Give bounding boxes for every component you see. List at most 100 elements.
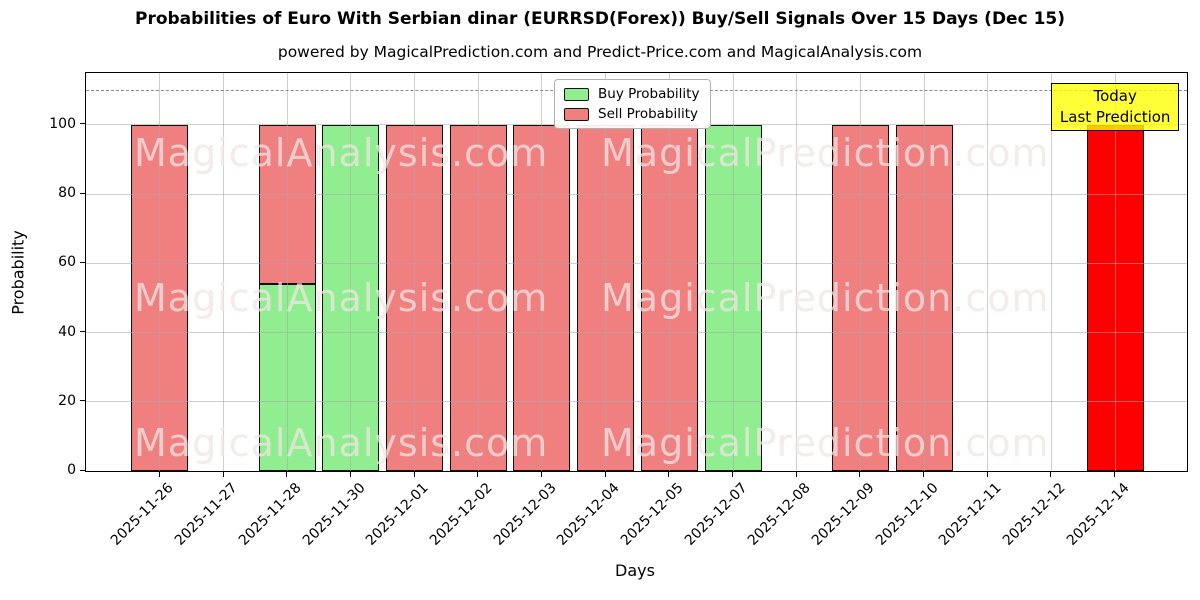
- bar-segment-buy: [322, 124, 380, 471]
- gridline-v: [159, 73, 161, 471]
- x-tick-mark: [986, 471, 988, 477]
- watermark-text: MagicalAnalysis.com: [134, 421, 549, 465]
- gridline-v: [605, 73, 607, 471]
- x-tick-label: 2025-12-04: [554, 480, 623, 549]
- x-tick-label: 2025-12-11: [936, 480, 1006, 549]
- bar-segment-sell: [131, 124, 189, 471]
- gridline-h: [86, 193, 1187, 195]
- bar-segment-sell: [386, 124, 444, 471]
- bar-segment-sell: [513, 124, 571, 471]
- x-tick-label: 2025-12-03: [490, 480, 560, 549]
- legend-swatch-icon: [564, 107, 589, 121]
- gridline-v: [223, 73, 225, 471]
- x-tick-label: 2025-12-08: [745, 480, 815, 549]
- watermark-text: MagicalAnalysis.com: [134, 276, 549, 320]
- x-tick-mark: [923, 471, 925, 477]
- gridline-v: [541, 73, 543, 471]
- bar-segment-sell: [258, 124, 316, 285]
- x-tick-label: 2025-11-28: [235, 480, 305, 549]
- legend-item-label: Buy Probability: [598, 86, 700, 102]
- x-tick-label: 2025-12-07: [681, 480, 751, 549]
- legend-item-sell: Sell Probability: [564, 107, 699, 121]
- gridline-v: [477, 73, 479, 471]
- bar-segment-sell: [640, 124, 698, 471]
- y-tick-mark: [80, 192, 85, 194]
- bars-layer: [86, 73, 1187, 471]
- bar-segment-sell: [895, 124, 953, 471]
- y-tick-label: 40: [58, 323, 76, 340]
- today-annotation-line1: Today: [1093, 87, 1137, 105]
- today-annotation-line2: Last Prediction: [1059, 108, 1171, 126]
- x-tick-mark: [732, 471, 734, 477]
- x-tick-label: 2025-12-05: [617, 480, 687, 549]
- x-tick-mark: [349, 471, 351, 477]
- gridline-v: [350, 73, 352, 471]
- gridline-v: [668, 73, 670, 471]
- gridline-v: [987, 73, 989, 471]
- gridline-h: [86, 332, 1187, 334]
- x-tick-mark: [540, 471, 542, 477]
- chart-title: Probabilities of Euro With Serbian dinar…: [134, 9, 1066, 29]
- grid-layer: [86, 73, 1187, 471]
- bar-segment-sell: [831, 124, 889, 471]
- y-tick-label: 0: [67, 462, 76, 478]
- y-tick-label: 100: [49, 115, 76, 132]
- bar-segment-buy: [704, 124, 762, 471]
- today-annotation: Today Last Prediction: [1051, 83, 1180, 131]
- legend: Buy Probability Sell Probability: [554, 79, 712, 129]
- watermark-text: MagicalPrediction.com: [601, 131, 1050, 175]
- bar-segment-buy: [258, 284, 316, 471]
- gridline-v: [796, 73, 798, 471]
- gridline-v: [414, 73, 416, 471]
- gridline-v: [1114, 73, 1116, 471]
- x-tick-mark: [286, 471, 288, 477]
- x-tick-label: 2025-12-09: [808, 480, 878, 549]
- legend-swatch-icon: [564, 87, 589, 101]
- bar-segment-sell: [1086, 124, 1144, 471]
- y-tick-mark: [80, 469, 85, 471]
- gridline-v: [923, 73, 925, 471]
- y-tick-label: 60: [58, 254, 76, 271]
- x-tick-label: 2025-12-02: [426, 480, 496, 549]
- legend-item-buy: Buy Probability: [564, 87, 699, 101]
- y-axis-label: Probability: [8, 230, 28, 315]
- legend-item-label: Sell Probability: [598, 106, 699, 122]
- x-tick-mark: [413, 471, 415, 477]
- watermark-text: MagicalPrediction.com: [601, 276, 1050, 320]
- y-tick-label: 20: [58, 392, 76, 409]
- x-axis-label: Days: [615, 561, 655, 580]
- x-tick-mark: [859, 471, 861, 477]
- x-tick-mark: [795, 471, 797, 477]
- x-tick-mark: [222, 471, 224, 477]
- bar-segment-sell: [577, 124, 635, 471]
- plot-area: MagicalAnalysis.com MagicalPrediction.com…: [85, 72, 1188, 472]
- y-tick-label: 80: [58, 185, 76, 202]
- gridline-v: [732, 73, 734, 471]
- watermark-layer: MagicalAnalysis.com MagicalPrediction.com…: [86, 73, 1187, 471]
- x-tick-label: 2025-11-27: [171, 480, 241, 549]
- gridline-v: [1050, 73, 1052, 471]
- watermark-text: MagicalPrediction.com: [601, 421, 1050, 465]
- x-tick-label: 2025-12-10: [872, 480, 942, 549]
- y-tick-mark: [80, 400, 85, 402]
- x-tick-label: 2025-11-30: [299, 480, 369, 549]
- x-tick-label: 2025-12-14: [1063, 480, 1133, 549]
- gridline-h: [86, 401, 1187, 403]
- x-tick-mark: [668, 471, 670, 477]
- y-tick-mark: [80, 123, 85, 125]
- bar-segment-sell: [449, 124, 507, 471]
- x-tick-mark: [1050, 471, 1052, 477]
- x-tick-label: 2025-11-26: [108, 480, 178, 549]
- x-tick-label: 2025-12-01: [363, 480, 432, 549]
- y-tick-mark: [80, 331, 85, 333]
- chart-subtitle: powered by MagicalPrediction.com and Pre…: [277, 43, 923, 61]
- watermark-text: MagicalAnalysis.com: [134, 131, 549, 175]
- gridline-v: [286, 73, 288, 471]
- x-tick-mark: [158, 471, 160, 477]
- x-tick-mark: [604, 471, 606, 477]
- gridline-h: [86, 262, 1187, 264]
- x-tick-mark: [1114, 471, 1116, 477]
- y-tick-mark: [80, 261, 85, 263]
- x-tick-label: 2025-12-12: [999, 480, 1069, 549]
